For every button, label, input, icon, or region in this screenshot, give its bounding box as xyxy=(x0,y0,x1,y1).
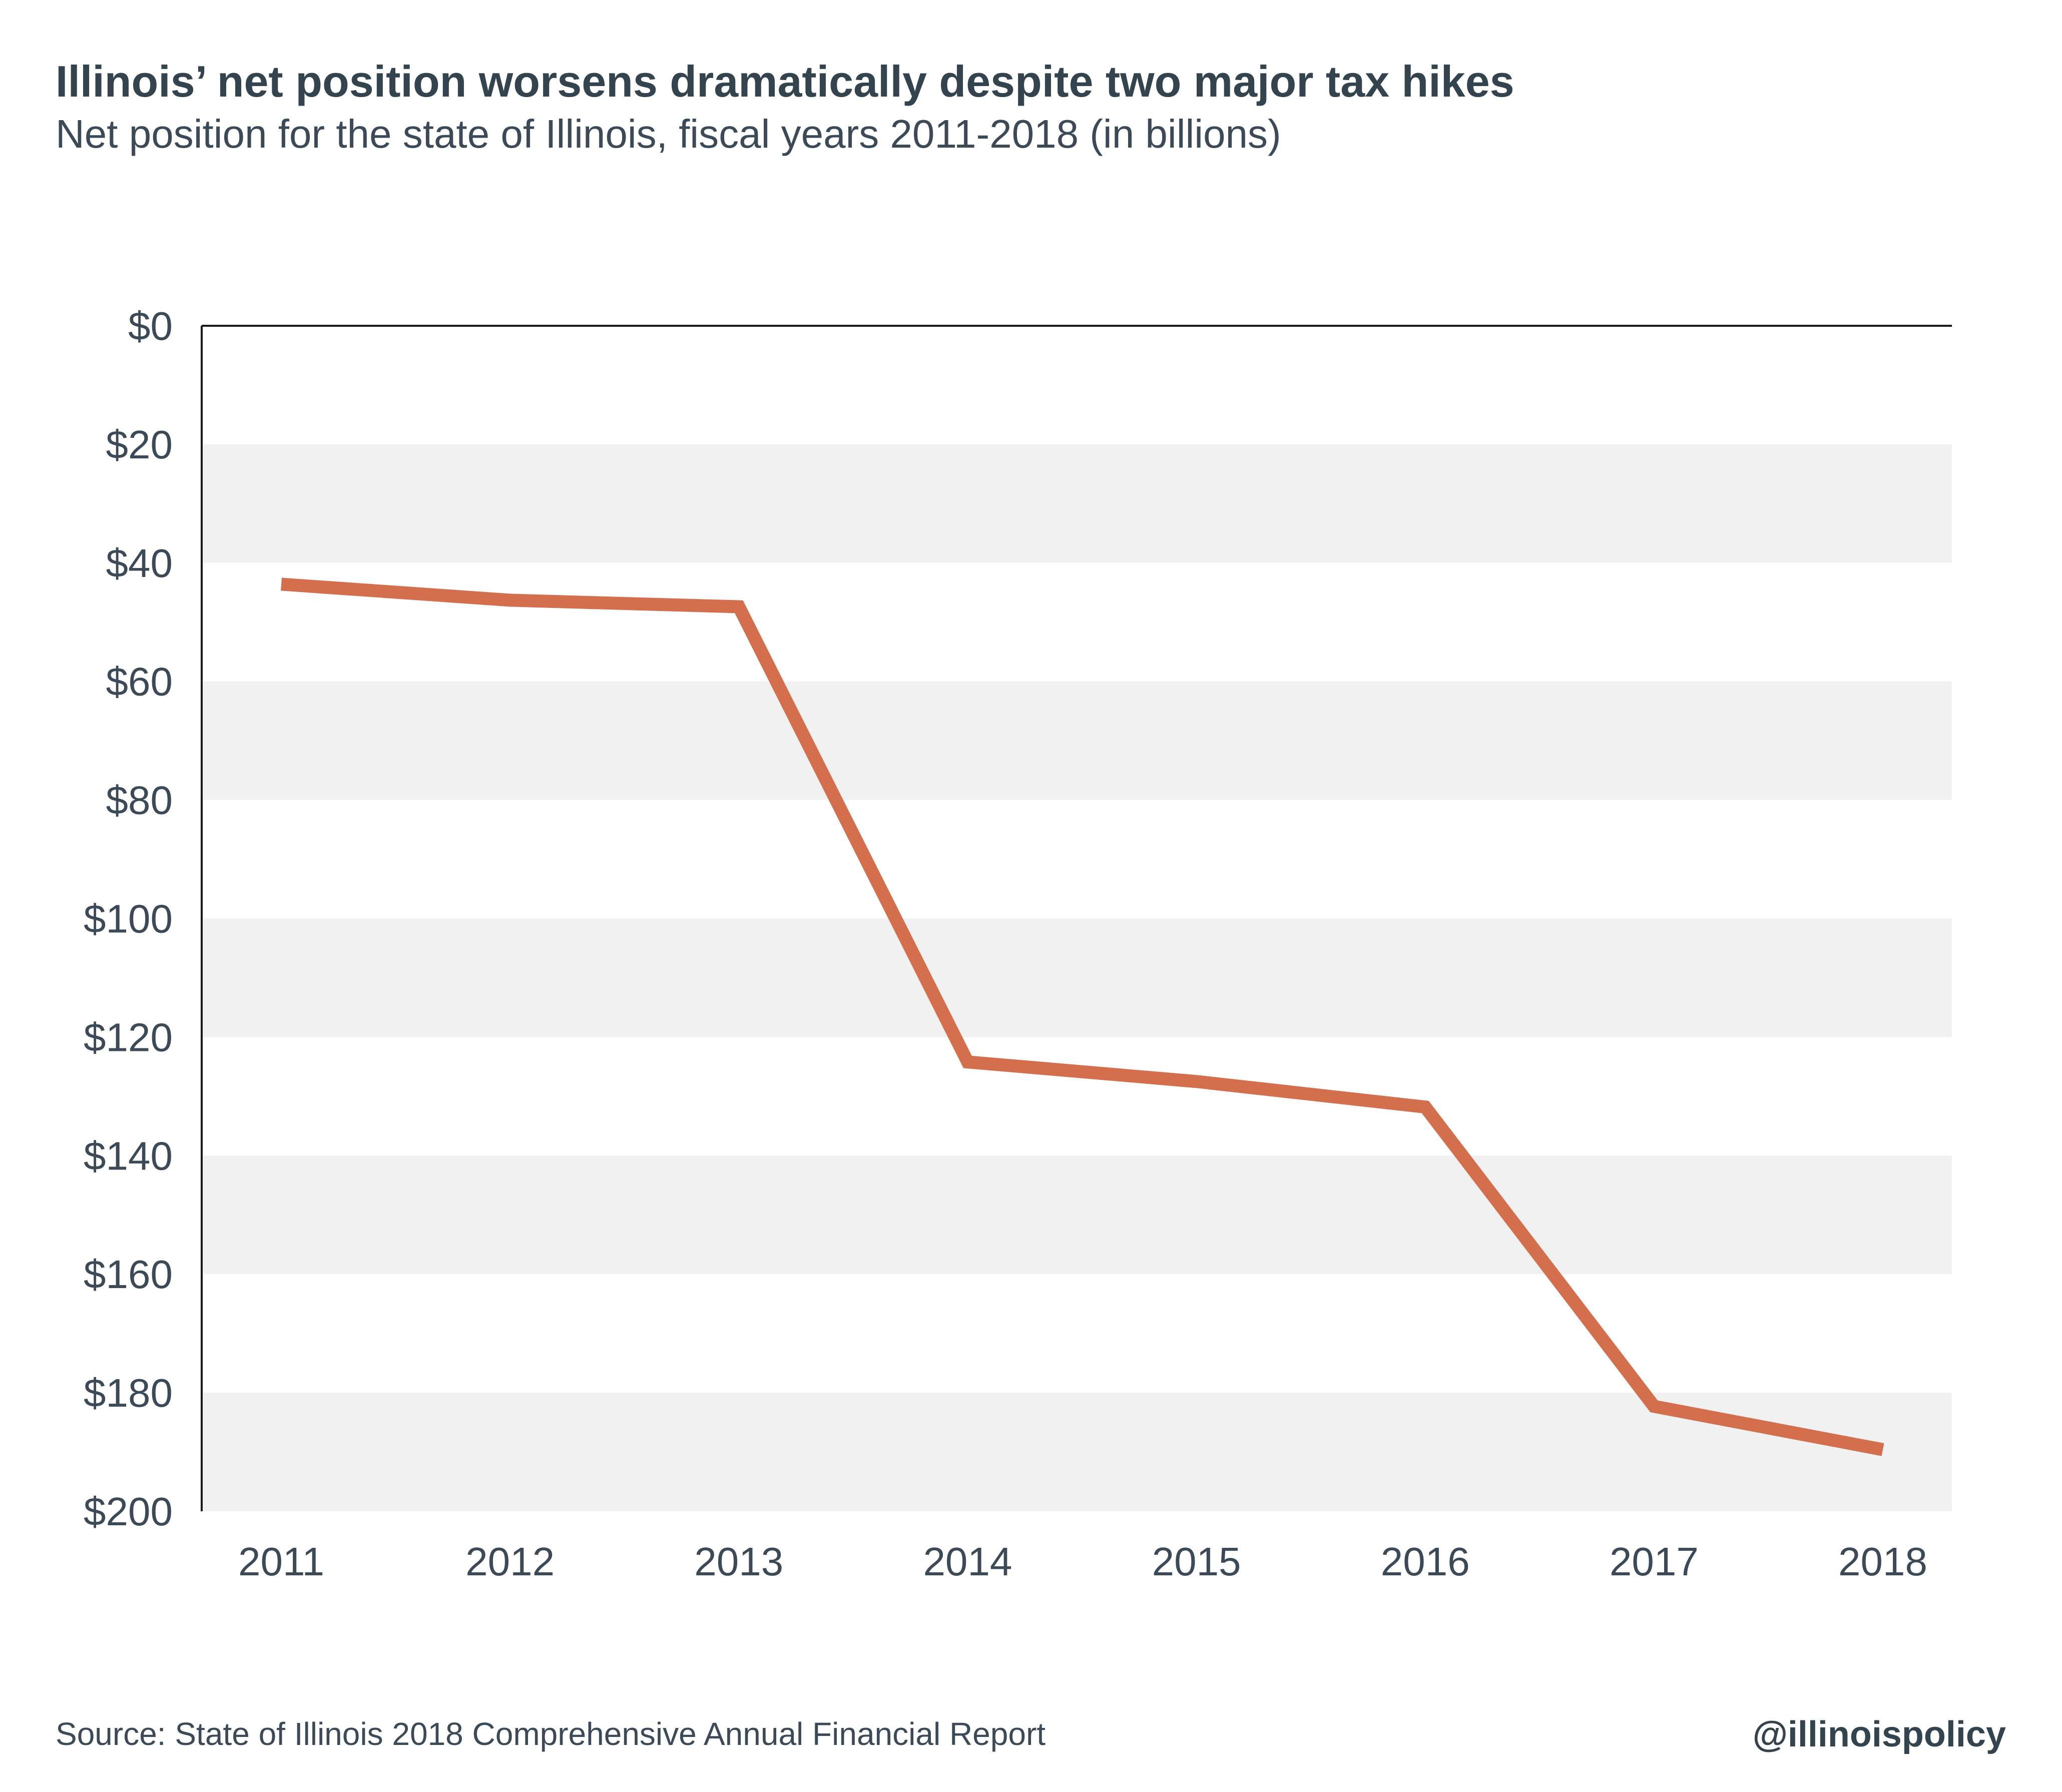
x-tick-label: 2013 xyxy=(694,1539,783,1584)
x-tick-label: 2018 xyxy=(1838,1539,1927,1584)
x-tick-label: 2012 xyxy=(465,1539,555,1584)
chart-subtitle: Net position for the state of Illinois, … xyxy=(56,112,1281,156)
grid-bands xyxy=(202,444,1952,1511)
y-tick-label: $100 xyxy=(84,897,173,941)
chart-axes xyxy=(201,325,1952,1511)
x-tick-label: 2016 xyxy=(1381,1539,1470,1584)
grid-band xyxy=(202,1155,1952,1275)
y-tick-label: $80 xyxy=(106,778,173,823)
grid-band xyxy=(202,444,1952,563)
data-series xyxy=(281,577,1884,1456)
y-tick-label: $160 xyxy=(84,1252,173,1297)
y-tick-label: $140 xyxy=(84,1133,173,1178)
chart-title: Illinois’ net position worsens dramatica… xyxy=(56,57,1514,106)
x-tick-labels: 2011 2012 2013 2014 2015 2016 2017 2018 xyxy=(238,1539,1927,1584)
x-tick-label: 2014 xyxy=(923,1539,1012,1584)
grid-band xyxy=(202,918,1952,1037)
y-tick-label: $180 xyxy=(84,1371,173,1415)
grid-band xyxy=(202,681,1952,800)
y-tick-label: $20 xyxy=(106,422,173,467)
y-tick-label: $40 xyxy=(106,541,173,585)
x-tick-label: 2015 xyxy=(1152,1539,1241,1584)
y-tick-label: $200 xyxy=(84,1489,173,1534)
y-tick-label: $120 xyxy=(84,1015,173,1059)
y-tick-labels: $0 $20 $40 $60 $80 $100 $120 $140 $160 $180 $200 xyxy=(84,304,173,1534)
series-line xyxy=(281,577,1884,1456)
x-tick-label: 2011 xyxy=(238,1539,324,1584)
y-tick-label: $0 xyxy=(128,304,173,348)
brand-handle: @illinoispolicy xyxy=(1752,1714,2006,1754)
x-tick-label: 2017 xyxy=(1610,1539,1699,1584)
source-note: Source: State of Illinois 2018 Comprehen… xyxy=(56,1716,1046,1752)
y-tick-label: $60 xyxy=(106,660,173,704)
